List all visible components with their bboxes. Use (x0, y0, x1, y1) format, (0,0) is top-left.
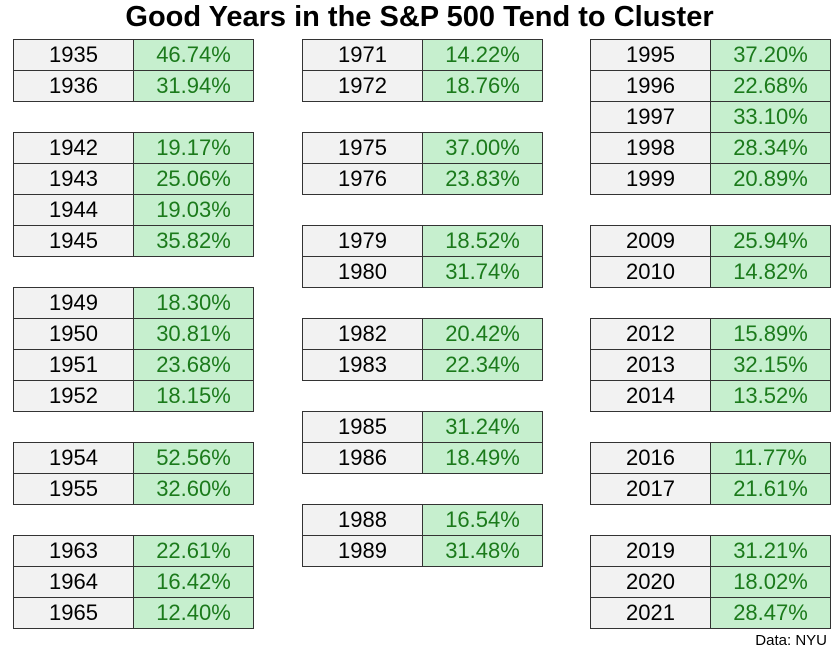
return-cell: 31.48% (422, 535, 543, 567)
year-cell: 2019 (590, 535, 711, 567)
year-cell: 1955 (13, 473, 134, 505)
return-cell: 31.94% (133, 70, 254, 102)
year-cell: 1944 (13, 194, 134, 226)
year-cell: 1999 (590, 163, 711, 195)
return-cell: 18.49% (422, 442, 543, 474)
year-cell: 1979 (302, 225, 423, 257)
return-cell: 18.76% (422, 70, 543, 102)
return-cell: 22.61% (133, 535, 254, 567)
return-cell: 28.47% (710, 597, 831, 629)
year-cell: 1975 (302, 132, 423, 164)
year-cell: 1951 (13, 349, 134, 381)
year-cell: 2017 (590, 473, 711, 505)
year-cell: 1983 (302, 349, 423, 381)
year-cell: 1945 (13, 225, 134, 257)
return-cell: 37.00% (422, 132, 543, 164)
return-cell: 31.74% (422, 256, 543, 288)
year-cell: 1950 (13, 318, 134, 350)
year-cell: 1995 (590, 39, 711, 71)
year-cell: 2021 (590, 597, 711, 629)
return-cell: 37.20% (710, 39, 831, 71)
year-cell: 1982 (302, 318, 423, 350)
year-cell: 1985 (302, 411, 423, 443)
return-cell: 31.24% (422, 411, 543, 443)
year-cell: 1936 (13, 70, 134, 102)
return-cell: 14.82% (710, 256, 831, 288)
year-cell: 1949 (13, 287, 134, 319)
year-cell: 1963 (13, 535, 134, 567)
year-cell: 1998 (590, 132, 711, 164)
year-cell: 1986 (302, 442, 423, 474)
return-cell: 18.15% (133, 380, 254, 412)
return-cell: 20.42% (422, 318, 543, 350)
year-cell: 1942 (13, 132, 134, 164)
year-cell: 1952 (13, 380, 134, 412)
return-cell: 33.10% (710, 101, 831, 133)
year-cell: 1965 (13, 597, 134, 629)
return-cell: 28.34% (710, 132, 831, 164)
year-cell: 2012 (590, 318, 711, 350)
return-cell: 25.94% (710, 225, 831, 257)
return-cell: 14.22% (422, 39, 543, 71)
year-cell: 2020 (590, 566, 711, 598)
return-cell: 35.82% (133, 225, 254, 257)
return-cell: 52.56% (133, 442, 254, 474)
year-cell: 1980 (302, 256, 423, 288)
year-cell: 1997 (590, 101, 711, 133)
year-cell: 1943 (13, 163, 134, 195)
return-cell: 31.21% (710, 535, 831, 567)
return-cell: 22.34% (422, 349, 543, 381)
return-cell: 20.89% (710, 163, 831, 195)
return-cell: 11.77% (710, 442, 831, 474)
year-cell: 1996 (590, 70, 711, 102)
return-cell: 18.02% (710, 566, 831, 598)
return-cell: 32.60% (133, 473, 254, 505)
return-cell: 22.68% (710, 70, 831, 102)
year-cell: 1964 (13, 566, 134, 598)
return-cell: 16.42% (133, 566, 254, 598)
year-cell: 1971 (302, 39, 423, 71)
return-cell: 21.61% (710, 473, 831, 505)
return-cell: 46.74% (133, 39, 254, 71)
return-cell: 18.52% (422, 225, 543, 257)
return-cell: 13.52% (710, 380, 831, 412)
source: Data: NYU (755, 632, 827, 649)
return-cell: 15.89% (710, 318, 831, 350)
year-cell: 2016 (590, 442, 711, 474)
return-cell: 12.40% (133, 597, 254, 629)
return-cell: 19.03% (133, 194, 254, 226)
return-cell: 25.06% (133, 163, 254, 195)
year-cell: 2010 (590, 256, 711, 288)
return-cell: 16.54% (422, 504, 543, 536)
return-cell: 30.81% (133, 318, 254, 350)
year-cell: 1935 (13, 39, 134, 71)
year-cell: 1988 (302, 504, 423, 536)
year-cell: 1989 (302, 535, 423, 567)
year-cell: 1954 (13, 442, 134, 474)
year-cell: 2014 (590, 380, 711, 412)
return-cell: 18.30% (133, 287, 254, 319)
title: Good Years in the S&P 500 Tend to Cluste… (125, 1, 714, 33)
return-cell: 32.15% (710, 349, 831, 381)
return-cell: 23.68% (133, 349, 254, 381)
return-cell: 23.83% (422, 163, 543, 195)
year-cell: 2013 (590, 349, 711, 381)
return-cell: 19.17% (133, 132, 254, 164)
year-cell: 1976 (302, 163, 423, 195)
year-cell: 1972 (302, 70, 423, 102)
year-cell: 2009 (590, 225, 711, 257)
